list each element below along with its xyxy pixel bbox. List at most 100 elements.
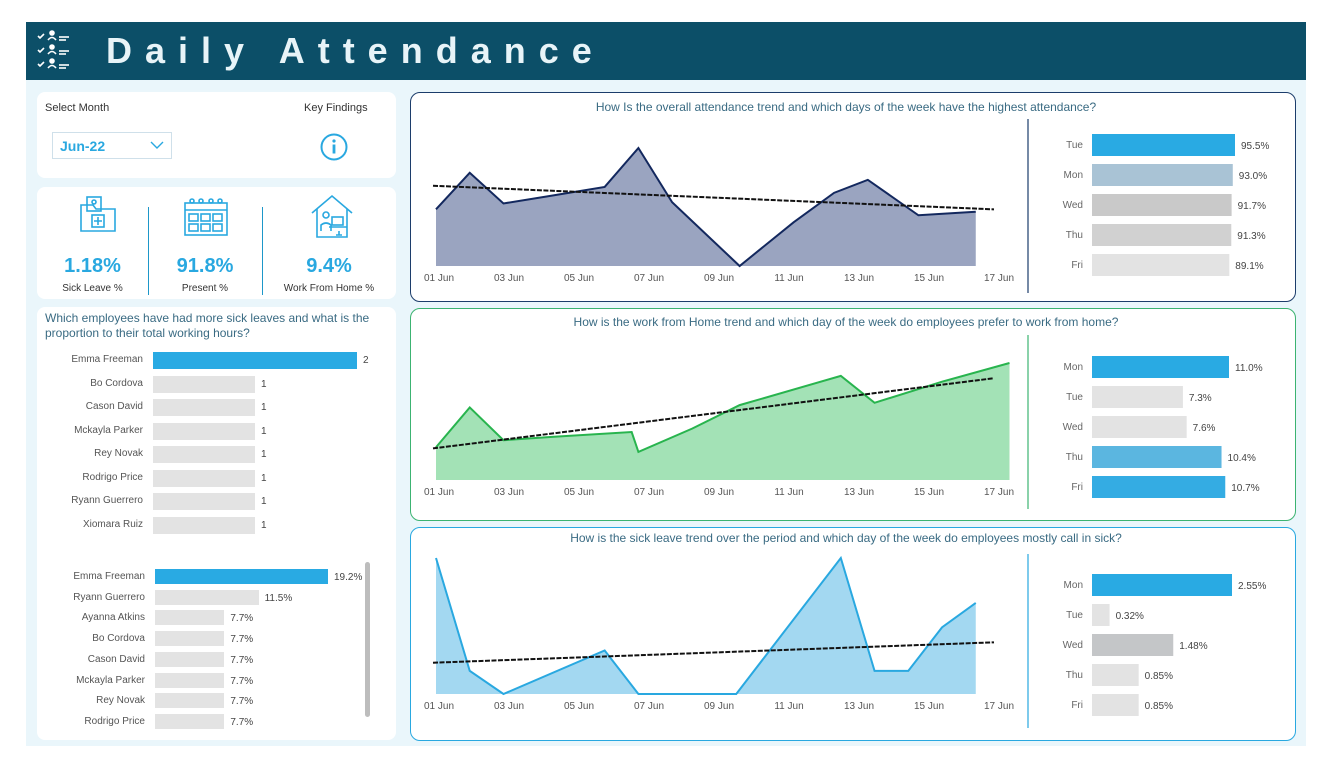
weekday-label: Wed (1063, 640, 1083, 651)
weekday-value-label: 7.6% (1193, 423, 1216, 434)
employee-bar (153, 516, 255, 534)
weekday-label: Mon (1064, 170, 1083, 181)
x-tick-label: 17 Jun (984, 701, 1014, 712)
employee-name-label: Emma Freeman (71, 354, 143, 365)
attendance-trend-chart: 01 Jun 03 Jun 05 Jun 07 Jun 09 Jun 11 Jun 13 J… (424, 119, 1269, 293)
weekday-bar (1092, 164, 1233, 186)
x-tick-label: 15 Jun (914, 701, 944, 712)
attendance-chart-title: How Is the overall attendance trend and … (595, 100, 1097, 114)
wfh-trend-chart: 01 Jun 03 Jun 05 Jun 07 Jun 09 Jun 11 Jun 13 J… (424, 335, 1263, 509)
trend-area (436, 148, 976, 266)
x-tick-label: 11 Jun (774, 701, 803, 712)
x-tick-label: 03 Jun (494, 487, 524, 498)
home-office-icon (311, 194, 353, 238)
employee-bar (155, 569, 328, 584)
kpi-divider-2 (262, 207, 263, 295)
kpi-divider-1 (148, 207, 149, 295)
employee-bar (153, 399, 255, 416)
chevron-down-icon (150, 141, 164, 149)
weekday-label: Tue (1066, 140, 1083, 151)
sick-leave-employees-panel: Which employees have had more sick leave… (37, 307, 396, 740)
x-tick-label: 11 Jun (774, 487, 803, 498)
select-month-label: Select Month (45, 102, 110, 114)
x-tick-label: 07 Jun (634, 487, 664, 498)
weekday-value-label: 91.7% (1238, 201, 1266, 212)
employee-name-label: Xiomara Ruiz (82, 518, 143, 530)
employee-bar (153, 375, 255, 393)
weekday-bar (1092, 254, 1230, 276)
trend-line (435, 146, 976, 268)
x-tick-label: 01 Jun (424, 701, 454, 712)
weekday-label: Wed (1063, 422, 1083, 433)
calendar-icon (184, 198, 228, 236)
scrollbar[interactable] (365, 562, 370, 717)
x-tick-label: 17 Jun (984, 273, 1014, 284)
weekday-label: Thu (1066, 670, 1083, 681)
employee-value-label: 7.7% (230, 675, 254, 687)
employee-bar (155, 672, 225, 688)
x-tick-label: 05 Jun (564, 701, 594, 712)
weekday-label: Wed (1063, 200, 1083, 211)
weekday-value-label: 10.4% (1228, 453, 1256, 464)
x-tick-label: 09 Jun (704, 273, 734, 284)
sick-leave-kpi-value: 1.18% (64, 255, 121, 277)
present-kpi-label: Present % (181, 283, 229, 294)
employee-name-label: Bo Cordova (90, 377, 143, 389)
employee-value-label: 1 (261, 449, 267, 460)
sick-leave-question: Which employees have had more sick leave… (45, 311, 370, 340)
weekday-label: Tue (1066, 610, 1083, 621)
weekday-value-label: 0.85% (1145, 671, 1173, 682)
weekday-label: Fri (1071, 700, 1083, 711)
x-tick-label: 13 Jun (844, 701, 874, 712)
header-bar: Daily Attendance (26, 22, 1306, 80)
month-dropdown[interactable]: Jun-22 (52, 132, 172, 159)
trend-regression-line (432, 184, 995, 211)
checklist-people-icon (37, 30, 69, 69)
weekday-bar (1092, 224, 1232, 246)
x-tick-label: 15 Jun (914, 487, 944, 498)
employee-bar (155, 713, 225, 729)
x-tick-label: 09 Jun (704, 701, 734, 712)
employee-value-label: 11.5% (264, 592, 293, 604)
weekday-label: Mon (1064, 580, 1083, 591)
kpi-panel: 1.18% Sick Leave % 91.8% Present % 9.4% … (37, 187, 396, 299)
employee-name-label: Mckayla Parker (74, 424, 143, 436)
employee-name-label: Ayanna Atkins (81, 612, 145, 624)
weekday-value-label: 1.48% (1179, 641, 1207, 652)
employee-name-label: Ryann Guerrero (73, 591, 145, 603)
info-icon[interactable] (319, 132, 349, 162)
trend-area (436, 558, 976, 694)
x-tick-label: 03 Jun (494, 701, 524, 712)
employee-name-label: Mckayla Parker (76, 674, 145, 686)
weekday-value-label: 0.85% (1145, 701, 1173, 712)
weekday-label: Fri (1071, 260, 1083, 271)
employee-bar (153, 493, 255, 510)
employee-value-label: 7.7% (230, 654, 254, 666)
key-findings-label: Key Findings (304, 102, 368, 114)
employee-value-label: 1 (261, 472, 267, 484)
employee-value-label: 1 (261, 519, 267, 531)
weekday-value-label: 91.3% (1237, 231, 1265, 242)
weekday-label: Tue (1066, 392, 1083, 403)
trend-regression-line (432, 641, 995, 664)
weekday-bar (1092, 476, 1226, 498)
employee-name-label: Rey Novak (94, 448, 143, 459)
x-tick-label: 13 Jun (844, 487, 874, 498)
weekday-value-label: 0.32% (1116, 611, 1144, 622)
weekday-value-label: 95.5% (1241, 141, 1269, 152)
weekday-value-label: 10.7% (1231, 483, 1259, 494)
weekday-bar (1092, 386, 1183, 408)
employee-bar (153, 422, 255, 440)
x-tick-label: 01 Jun (424, 273, 454, 284)
employee-name-label: Ryann Guerrero (71, 495, 143, 506)
x-tick-label: 05 Jun (564, 487, 594, 498)
trend-area (436, 363, 1010, 480)
weekday-label: Thu (1066, 452, 1083, 463)
sick-trend-chart: 01 Jun 03 Jun 05 Jun 07 Jun 09 Jun 11 Jun 13 J… (424, 554, 1266, 728)
weekday-value-label: 89.1% (1235, 261, 1263, 272)
weekday-bar (1092, 694, 1139, 716)
trend-regression-line (432, 377, 995, 450)
weekday-bar (1092, 194, 1232, 216)
weekday-bar (1092, 574, 1232, 596)
trend-line (435, 555, 977, 696)
